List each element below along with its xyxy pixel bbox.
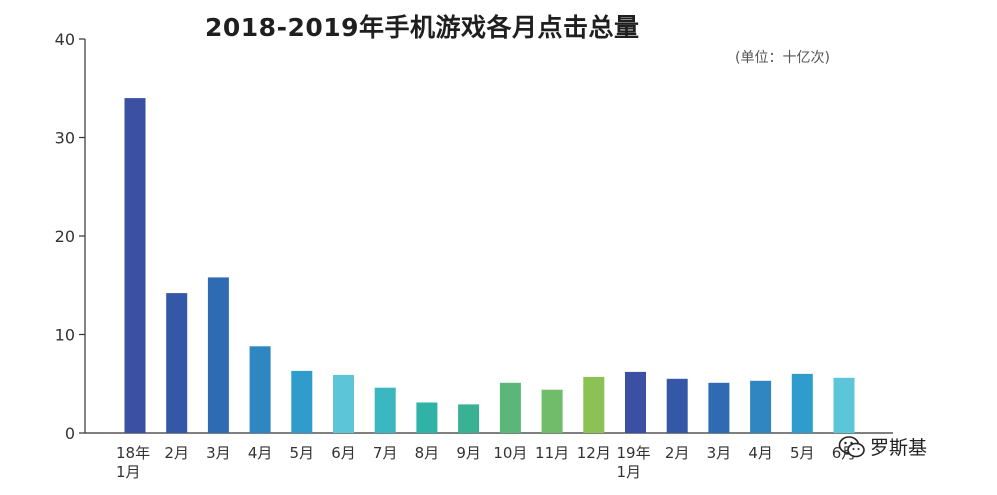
x-tick-label: 7月 [373,444,398,462]
bar [458,404,480,433]
bar [416,402,438,433]
bar [750,380,772,433]
credit-text: 罗斯基 [870,437,928,459]
bar [791,373,813,433]
unit-note: (单位：十亿次) [735,50,830,66]
bar [333,374,354,433]
x-tick-label: 4月 [748,444,773,462]
bar [249,346,271,433]
bar [625,371,646,433]
bar [291,370,313,433]
y-tick-label: 40 [55,30,75,49]
y-tick-label: 10 [55,326,75,345]
bar [207,277,229,433]
bar [541,389,563,433]
bar [499,382,521,433]
bar [124,98,146,433]
x-tick-label: 8月 [415,444,440,462]
bar [166,293,188,433]
credit: 罗斯基 [838,433,927,460]
bar [666,378,688,433]
category-labels: 18年 1月 2月 3月 4月 5月 6月 7月 8月 9月 10月 11月 12月 19年 1月 2月 3月 4… [116,444,856,481]
x-tick-label: 11月 [535,444,569,462]
x-tick-label: 9月 [456,444,481,462]
x-tick-label: 10月 [493,444,527,462]
bar [583,376,605,433]
bar [374,387,396,433]
x-tick-label: 2月 [665,444,690,462]
x-tick-label: 3月 [206,444,231,462]
x-tick-label: 5月 [790,444,815,462]
bars [124,98,855,433]
wechat-icon [838,435,865,457]
y-tick-label: 0 [65,424,75,443]
x-tick-label: 12月 [577,444,611,462]
x-tick-label: 4月 [248,444,273,462]
x-tick-label: 19年 1月 [617,444,651,481]
x-tick-label: 18年 1月 [116,444,150,481]
x-tick-label: 6月 [331,444,356,462]
y-tick-label: 30 [55,129,75,148]
x-tick-label: 3月 [707,444,732,462]
bar [708,382,730,433]
y-tick-label: 20 [55,227,75,246]
x-tick-label: 2月 [164,444,189,462]
chart-title: 2018-2019年手机游戏各月点击总量 [205,13,640,42]
x-tick-label: 5月 [290,444,315,462]
bar [833,377,855,433]
